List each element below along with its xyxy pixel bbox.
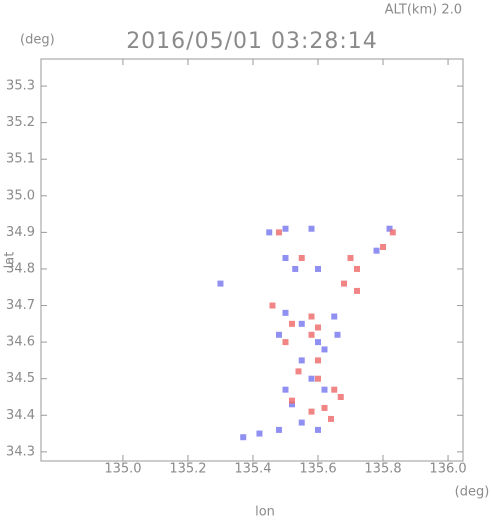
y-tick-label: 35.2 (6, 115, 35, 130)
y-tick-label: 35.1 (6, 152, 35, 167)
x-unit: (deg) (455, 485, 490, 500)
data-point (288, 320, 295, 327)
y-tick-label: 35.0 (6, 188, 35, 203)
y-tick-label: 34.8 (6, 261, 35, 276)
data-point (282, 386, 289, 393)
data-point (314, 265, 321, 272)
y-axis-label: lat (3, 252, 18, 269)
data-point (354, 265, 361, 272)
data-point (282, 225, 289, 232)
data-point (298, 320, 305, 327)
data-point (373, 247, 380, 254)
data-point (308, 331, 315, 338)
data-point (337, 393, 344, 400)
data-point (288, 401, 295, 408)
plot-frame (40, 58, 464, 462)
data-point (288, 397, 295, 404)
data-point (314, 426, 321, 433)
data-point (321, 404, 328, 411)
y-tick-label: 34.7 (6, 298, 35, 313)
data-point (354, 287, 361, 294)
altitude-label: ALT(km) 2.0 (385, 3, 462, 18)
data-point (266, 229, 273, 236)
data-point (295, 368, 302, 375)
y-tick-label: 34.9 (6, 225, 35, 240)
data-point (321, 386, 328, 393)
data-point (282, 339, 289, 346)
data-point (298, 254, 305, 261)
x-tick-label: 135.0 (104, 462, 141, 477)
data-point (347, 254, 354, 261)
data-point (240, 434, 247, 441)
data-point (275, 331, 282, 338)
x-tick-label: 135.6 (299, 462, 336, 477)
data-point (308, 313, 315, 320)
data-point (308, 408, 315, 415)
data-point (217, 280, 224, 287)
data-point (331, 386, 338, 393)
data-point (314, 339, 321, 346)
data-point (282, 309, 289, 316)
data-point (389, 229, 396, 236)
x-tick-label: 136.0 (429, 462, 466, 477)
y-unit: (deg) (20, 33, 55, 48)
x-tick-label: 135.4 (234, 462, 271, 477)
data-point (308, 375, 315, 382)
data-point (298, 357, 305, 364)
data-point (275, 426, 282, 433)
data-point (314, 324, 321, 331)
data-point (269, 302, 276, 309)
data-point (275, 229, 282, 236)
y-tick-label: 34.3 (6, 444, 35, 459)
data-point (380, 244, 387, 251)
data-point (328, 415, 335, 422)
data-point (292, 265, 299, 272)
data-point (334, 331, 341, 338)
data-point (331, 313, 338, 320)
x-axis-label: lon (255, 505, 275, 520)
y-tick-label: 34.4 (6, 408, 35, 423)
data-point (386, 225, 393, 232)
data-point (282, 254, 289, 261)
data-point (321, 346, 328, 353)
data-point (298, 419, 305, 426)
y-tick-label: 34.5 (6, 371, 35, 386)
data-point (314, 375, 321, 382)
data-point (314, 357, 321, 364)
data-point (341, 280, 348, 287)
chart-title: 2016/05/01 03:28:14 (126, 29, 378, 54)
data-point (256, 430, 263, 437)
x-tick-label: 135.2 (169, 462, 206, 477)
x-tick-label: 135.8 (364, 462, 401, 477)
y-tick-label: 35.3 (6, 79, 35, 94)
data-point (308, 225, 315, 232)
y-tick-label: 34.6 (6, 335, 35, 350)
